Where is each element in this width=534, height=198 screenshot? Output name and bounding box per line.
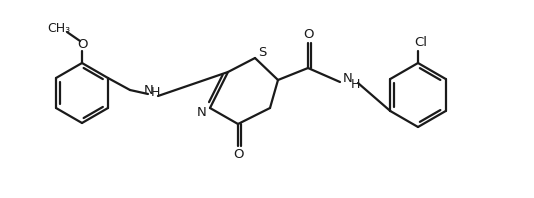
Text: N: N xyxy=(197,107,207,120)
Text: O: O xyxy=(77,38,87,51)
Text: O: O xyxy=(303,29,313,42)
Text: S: S xyxy=(258,47,266,60)
Text: H: H xyxy=(350,78,360,91)
Text: N: N xyxy=(144,84,154,96)
Text: CH₃: CH₃ xyxy=(48,22,70,34)
Text: Cl: Cl xyxy=(414,36,428,50)
Text: H: H xyxy=(150,87,160,100)
Text: O: O xyxy=(233,148,244,161)
Text: N: N xyxy=(343,72,353,86)
